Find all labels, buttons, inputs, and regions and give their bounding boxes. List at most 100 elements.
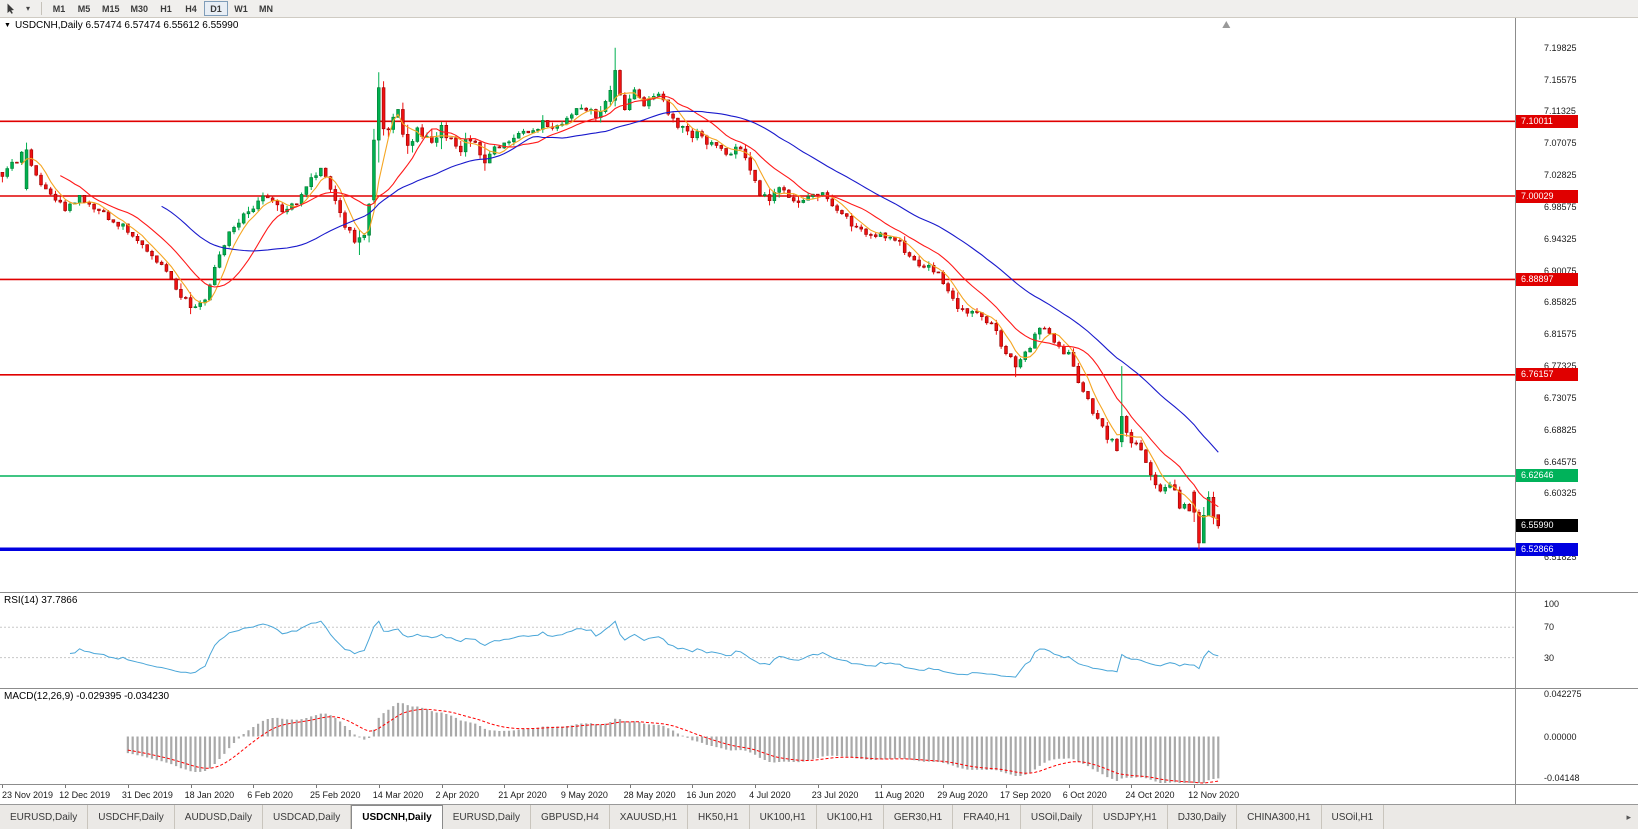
price-tick-label: 6.94325 bbox=[1544, 233, 1577, 244]
axis-corner bbox=[1516, 784, 1638, 804]
timeframe-m5-button[interactable]: M5 bbox=[72, 1, 96, 16]
date-label: 14 Mar 2020 bbox=[372, 790, 424, 800]
chart-cursor-icon[interactable] bbox=[3, 1, 19, 16]
timeframe-d1-button[interactable]: D1 bbox=[204, 1, 229, 16]
tab-china300-h1[interactable]: CHINA300,H1 bbox=[1237, 805, 1322, 829]
date-label: 2 Apr 2020 bbox=[435, 790, 480, 800]
date-label: 18 Jan 2020 bbox=[184, 790, 235, 800]
timeframe-m1-button[interactable]: M1 bbox=[47, 1, 71, 16]
date-tick bbox=[378, 785, 380, 788]
date-tick bbox=[127, 785, 129, 788]
rsi-axis[interactable]: 100 70 30 bbox=[1516, 592, 1638, 688]
tab-eurusd-daily[interactable]: EURUSD,Daily bbox=[0, 805, 89, 829]
price-axis[interactable]: 7.19825 7.15575 7.11325 7.07075 7.02825 6.985… bbox=[1516, 18, 1638, 592]
tab-hk50-h1[interactable]: HK50,H1 bbox=[688, 805, 750, 829]
date-tick bbox=[316, 785, 317, 788]
chart-window: ▼ USDCNH,Daily 6.57474 6.57474 6.55612 6… bbox=[0, 18, 1638, 804]
price-chart-canvas bbox=[0, 21, 1515, 551]
date-tick bbox=[817, 785, 819, 788]
price-level-badge: 7.10011 bbox=[1516, 114, 1578, 128]
tab-audusd-daily[interactable]: AUDUSD,Daily bbox=[175, 805, 264, 829]
tab-usoil-daily[interactable]: USOil,Daily bbox=[1021, 805, 1094, 829]
tab-ger30-h1[interactable]: GER30,H1 bbox=[884, 805, 954, 829]
price-tick-label: 6.77325 bbox=[1544, 361, 1577, 372]
date-tick bbox=[1006, 785, 1007, 788]
date-tick bbox=[629, 785, 631, 788]
date-label: 16 Jun 2020 bbox=[686, 790, 736, 800]
date-label: 31 Dec 2019 bbox=[121, 790, 173, 800]
date-label: 4 Jul 2020 bbox=[749, 790, 791, 800]
date-tick bbox=[504, 785, 506, 788]
price-tick-label: 7.11325 bbox=[1544, 106, 1576, 117]
current-price-badge: 6.55990 bbox=[1516, 519, 1578, 533]
price-tick-label: 6.64575 bbox=[1544, 456, 1577, 467]
date-tick bbox=[2, 785, 4, 788]
date-tick bbox=[1194, 785, 1196, 788]
rsi-pane[interactable]: RSI(14) 37.7866 bbox=[0, 592, 1516, 688]
tab-fra40-h1[interactable]: FRA40,H1 bbox=[953, 805, 1021, 829]
tab-usdcnh-daily[interactable]: USDCNH,Daily bbox=[351, 805, 443, 829]
date-tick bbox=[441, 785, 443, 788]
date-tick bbox=[880, 785, 882, 788]
rsi-canvas bbox=[0, 620, 1515, 678]
chart-expand-icon[interactable]: ▼ bbox=[4, 21, 11, 29]
price-level-badge: 6.88897 bbox=[1516, 272, 1578, 286]
date-tick bbox=[190, 785, 192, 788]
macd-axis-label: 0.042275 bbox=[1544, 689, 1582, 700]
price-tick-label: 7.07075 bbox=[1544, 138, 1577, 149]
tab-xauusd-h1[interactable]: XAUUSD,H1 bbox=[610, 805, 689, 829]
rsi-level-label: 30 bbox=[1544, 652, 1555, 663]
macd-axis-label: -0.04148 bbox=[1544, 772, 1580, 783]
macd-axis[interactable]: 0.042275 0.00000 -0.04148 bbox=[1516, 688, 1638, 784]
toolbar-dropdown-icon[interactable]: ▾ bbox=[25, 4, 30, 13]
timeframes-toolbar: ▾ M1 M5 M15 M30 H1 H4 D1 W1 MN bbox=[0, 0, 1638, 18]
tab-dj30-daily[interactable]: DJ30,Daily bbox=[1168, 805, 1238, 829]
date-label: 23 Jul 2020 bbox=[811, 790, 859, 800]
date-label: 28 May 2020 bbox=[623, 790, 676, 800]
rsi-level-label: 70 bbox=[1544, 622, 1555, 633]
tab-usdchf-daily[interactable]: USDCHF,Daily bbox=[88, 805, 175, 829]
macd-canvas bbox=[126, 702, 1220, 784]
date-label: 25 Feb 2020 bbox=[310, 790, 361, 800]
tab-uk100-h1-2[interactable]: UK100,H1 bbox=[817, 805, 884, 829]
toolbar-separator bbox=[41, 2, 42, 15]
price-level-badge: 7.00029 bbox=[1516, 189, 1578, 203]
tab-usdjpy-h1[interactable]: USDJPY,H1 bbox=[1093, 805, 1168, 829]
tab-uk100-h1[interactable]: UK100,H1 bbox=[750, 805, 817, 829]
date-tick bbox=[253, 785, 255, 788]
tab-scroll-right-icon[interactable]: ▸ bbox=[1626, 811, 1631, 822]
date-label: 17 Sep 2020 bbox=[999, 790, 1052, 800]
date-label: 12 Nov 2020 bbox=[1188, 790, 1240, 800]
macd-pane[interactable]: MACD(12,26,9) -0.029395 -0.034230 bbox=[0, 688, 1516, 784]
chart-tabs-bar: EURUSD,Daily USDCHF,Daily AUDUSD,Daily U… bbox=[0, 804, 1638, 829]
price-tick-label: 7.15575 bbox=[1544, 74, 1577, 85]
date-label: 23 Nov 2019 bbox=[2, 790, 54, 800]
date-label: 21 Apr 2020 bbox=[498, 790, 547, 800]
date-tick bbox=[1131, 785, 1133, 788]
price-level-badge: 6.62646 bbox=[1516, 469, 1578, 483]
tab-usdcad-daily[interactable]: USDCAD,Daily bbox=[263, 805, 352, 829]
date-label: 12 Dec 2019 bbox=[59, 790, 111, 800]
tab-usoil-h1[interactable]: USOil,H1 bbox=[1322, 805, 1385, 829]
date-tick bbox=[755, 785, 757, 788]
time-axis[interactable]: 23 Nov 2019 12 Dec 2019 31 Dec 2019 18 Jan … bbox=[0, 784, 1516, 804]
timeframe-h1-button[interactable]: H1 bbox=[154, 1, 178, 16]
timeframe-h4-button[interactable]: H4 bbox=[179, 1, 203, 16]
timeframe-mn-button[interactable]: MN bbox=[254, 1, 278, 16]
tab-gbpusd-h4[interactable]: GBPUSD,H4 bbox=[531, 805, 610, 829]
timeframe-m15-button[interactable]: M15 bbox=[97, 1, 125, 16]
date-label: 6 Feb 2020 bbox=[247, 790, 293, 800]
cursor-arrow-icon bbox=[6, 3, 14, 14]
timeframe-m30-button[interactable]: M30 bbox=[126, 1, 154, 16]
date-label: 9 May 2020 bbox=[560, 790, 608, 800]
timeframe-w1-button[interactable]: W1 bbox=[229, 1, 253, 16]
price-chart-pane[interactable]: ▼ USDCNH,Daily 6.57474 6.57474 6.55612 6… bbox=[0, 18, 1516, 592]
tab-eurusd-daily-2[interactable]: EURUSD,Daily bbox=[443, 805, 531, 829]
macd-axis-label: 0.00000 bbox=[1544, 731, 1577, 742]
date-label: 29 Aug 2020 bbox=[937, 790, 988, 800]
price-tick-label: 6.90075 bbox=[1544, 265, 1577, 276]
price-tick-label: 6.60325 bbox=[1544, 488, 1577, 499]
date-tick bbox=[566, 785, 568, 788]
price-tick-label: 7.02825 bbox=[1544, 170, 1577, 181]
